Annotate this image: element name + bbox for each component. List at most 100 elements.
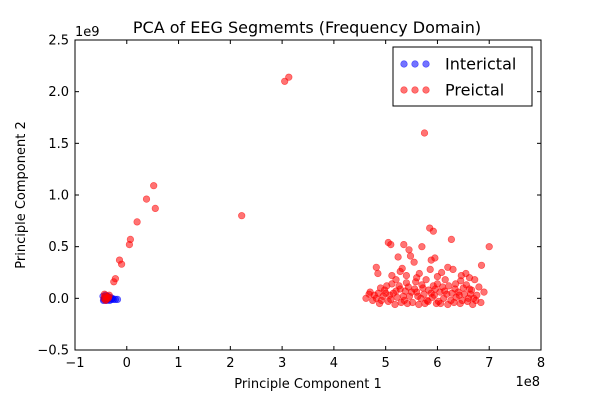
legend-marker <box>411 86 419 94</box>
plot-area <box>99 73 493 309</box>
preictal-point <box>415 300 423 309</box>
preictal-point <box>374 269 382 278</box>
x-tick-label: 6 <box>433 356 441 371</box>
preictal-point <box>426 265 434 274</box>
y-axis-multiplier: 1e9 <box>75 25 100 40</box>
preictal-point <box>105 293 113 301</box>
series-preictal <box>100 73 493 309</box>
preictal-point <box>477 261 486 269</box>
preictal-point <box>398 264 406 273</box>
y-tick-label: 2.0 <box>48 85 69 100</box>
preictal-point <box>117 260 126 268</box>
preictal-point <box>410 258 418 266</box>
x-tick-label: 4 <box>330 356 338 371</box>
preictal-point <box>441 276 449 284</box>
preictal-point <box>285 73 293 81</box>
y-tick-label: −0.5 <box>37 344 69 359</box>
preictal-point <box>433 273 442 281</box>
preictal-point <box>445 282 453 290</box>
chart-title: PCA of EEG Segmemts (Frequency Domain) <box>133 18 481 37</box>
preictal-point <box>457 272 465 280</box>
preictal-point <box>405 246 413 254</box>
preictal-point <box>399 292 407 300</box>
legend-label: Preictal <box>445 81 504 100</box>
preictal-point <box>394 253 402 261</box>
preictal-point <box>372 263 380 271</box>
preictal-point <box>387 295 395 304</box>
preictal-point <box>395 282 403 290</box>
preictal-point <box>382 289 390 297</box>
preictal-point <box>403 299 412 308</box>
preictal-point <box>441 287 449 295</box>
preictal-point <box>406 252 415 260</box>
interictal-point <box>113 295 122 304</box>
preictal-point <box>400 241 408 249</box>
x-axis-multiplier: 1e8 <box>515 375 540 390</box>
preictal-point <box>420 290 428 298</box>
preictal-point <box>392 287 400 295</box>
legend-box <box>392 46 533 107</box>
preictal-point <box>151 204 159 212</box>
preictal-point <box>402 272 411 280</box>
preictal-point <box>465 285 474 293</box>
preictal-point <box>424 297 432 306</box>
preictal-point <box>465 274 474 282</box>
y-tick-label: 1.0 <box>48 189 69 204</box>
x-tick-label: 2 <box>226 356 234 371</box>
preictal-point <box>126 235 134 243</box>
y-tick-label: 0.0 <box>48 292 69 307</box>
legend-marker <box>422 60 430 68</box>
x-tick-label: 3 <box>278 356 286 371</box>
preictal-point <box>470 294 478 302</box>
preictal-point <box>480 288 488 296</box>
preictal-point <box>454 288 462 296</box>
x-tick-label: 0 <box>123 356 131 371</box>
preictal-point <box>388 272 396 280</box>
preictal-point <box>420 129 429 137</box>
legend-label: Interictal <box>445 55 516 74</box>
preictal-point <box>408 288 416 296</box>
legend-marker <box>422 86 430 94</box>
preictal-point <box>431 254 439 262</box>
x-tick-label: −1 <box>65 356 84 371</box>
x-tick-label: 7 <box>485 356 493 371</box>
preictal-point <box>133 218 141 226</box>
preictal-point <box>418 281 426 289</box>
preictal-point <box>418 243 426 251</box>
axis-ticks: −1 0 1 2 3 4 5 6 7 8 −0.5 0.0 0.5 1.0 1.5 2.0 2.5 <box>37 34 545 372</box>
preictal-point <box>238 212 246 220</box>
preictal-point <box>433 280 442 288</box>
preictal-point <box>414 292 422 300</box>
legend: Interictal Preictal <box>392 46 533 107</box>
preictal-point <box>150 182 158 190</box>
legend-marker <box>400 86 408 94</box>
preictal-point <box>377 296 386 305</box>
preictal-point <box>437 299 445 308</box>
preictal-point <box>413 274 421 282</box>
preictal-point <box>444 263 452 271</box>
x-tick-label: 5 <box>382 356 390 371</box>
y-tick-label: 2.5 <box>48 34 69 49</box>
y-tick-label: 1.5 <box>48 137 69 152</box>
preictal-point <box>447 235 456 243</box>
legend-marker <box>400 60 408 68</box>
legend-marker <box>411 60 419 68</box>
preictal-point <box>391 300 399 309</box>
preictal-point <box>402 279 411 287</box>
preictal-point <box>365 290 373 298</box>
preictal-point <box>458 296 466 305</box>
x-axis-label: Principle Component 1 <box>234 377 381 392</box>
preictal-point <box>387 241 395 249</box>
preictal-point <box>142 195 151 203</box>
y-tick-label: 0.5 <box>48 240 69 255</box>
x-tick-label: 1 <box>174 356 182 371</box>
preictal-point <box>485 243 493 251</box>
preictal-point <box>475 283 483 291</box>
y-axis-label: Principle Component 2 <box>14 121 29 268</box>
x-tick-label: 8 <box>537 356 545 371</box>
preictal-point <box>422 276 430 284</box>
preictal-point <box>111 275 119 283</box>
preictal-point <box>430 291 438 299</box>
preictal-point <box>429 227 437 235</box>
